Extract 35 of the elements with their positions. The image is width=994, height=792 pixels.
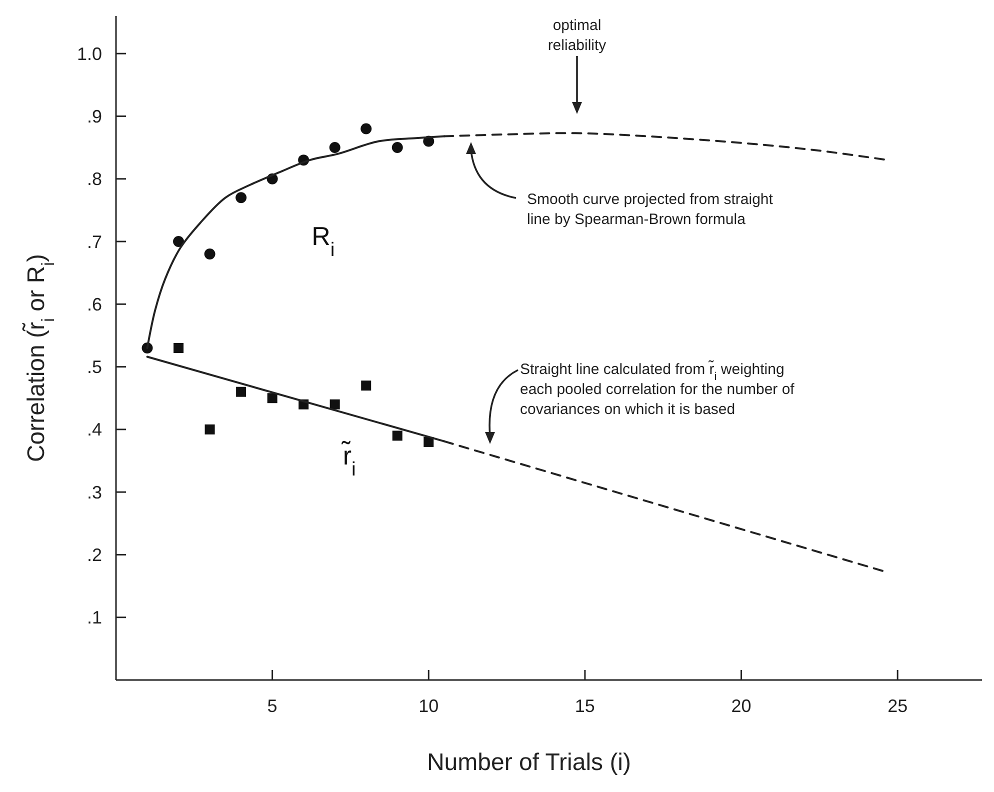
y-tick-label: .4 [86, 420, 102, 440]
point [204, 248, 216, 260]
point [174, 343, 184, 353]
y-tick-label: .3 [86, 482, 102, 502]
x-tick-label: 25 [888, 696, 908, 716]
y-tick-label: .1 [86, 608, 102, 628]
y-tick-label: .6 [86, 294, 102, 314]
series-label: r̃$_{i}$ [340, 440, 356, 480]
point [236, 386, 246, 397]
y-tick-label: .5 [86, 357, 102, 378]
x-tick-label: 20 [731, 696, 752, 716]
y-tick-label: .7 [86, 232, 102, 252]
point [424, 436, 434, 447]
point [329, 142, 340, 154]
point [361, 380, 372, 391]
y-tick-label: 1.0 [76, 44, 102, 64]
point [360, 123, 372, 134]
point [204, 424, 215, 434]
point [330, 399, 340, 410]
point [392, 430, 402, 441]
point [173, 236, 184, 248]
annotation: Smooth curve projected from straight line by Spearman-Brown formula [527, 191, 774, 228]
x-tick-label: 5 [267, 696, 278, 716]
annotation: Straight line calculated from r̃$_{i}$ weighting each pooled correlation for the number of covariances on which it is based [520, 360, 796, 418]
y-tick-label: .8 [86, 169, 102, 190]
y-tick-label: .2 [86, 545, 102, 566]
x-axis-title: Number of Trials (i) [426, 749, 632, 776]
annotation: optimal reliability [548, 17, 607, 54]
x-tick-label: 15 [574, 696, 595, 716]
point [267, 393, 278, 404]
point [236, 192, 247, 204]
x-tick-label: 10 [418, 696, 439, 716]
y-tick-label: .9 [86, 106, 102, 127]
text: R$_{i}$ [312, 221, 335, 262]
point [392, 142, 403, 154]
